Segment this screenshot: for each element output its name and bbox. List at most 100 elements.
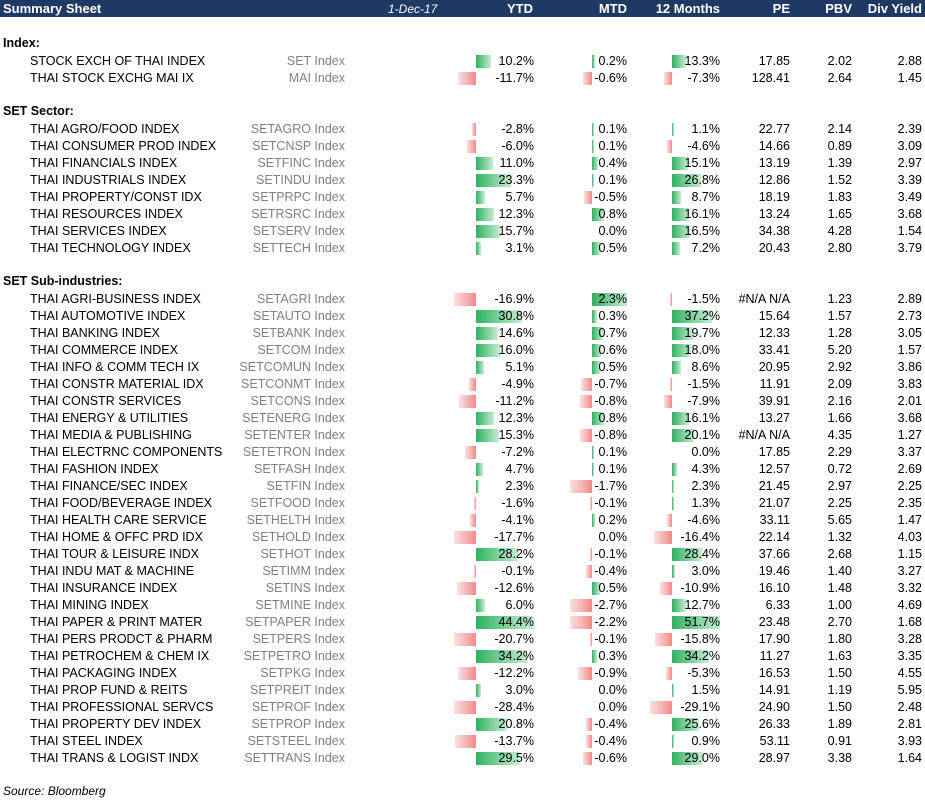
ticker: SETINS Index	[265, 581, 345, 595]
table-row: THAI TRANS & LOGIST INDX SETTRANS Index 29…	[0, 750, 925, 767]
div-yield-value: 1.45	[897, 71, 922, 85]
div-yield-value: 4.55	[897, 666, 922, 680]
pe-value: 11.27	[759, 649, 790, 663]
m12-value: 16.1%	[684, 207, 720, 221]
ytd-cell	[454, 631, 534, 648]
table-row: THAI FINANCIALS INDEX SETFINC Index 11.0% 0…	[0, 155, 925, 172]
mtd-data-bar	[592, 293, 627, 306]
mtd-value: -0.1%	[594, 496, 627, 510]
mtd-data-bar	[592, 327, 603, 340]
pe-value: 17.85	[758, 445, 790, 459]
m12-value: -10.9%	[680, 581, 720, 595]
mtd-cell	[570, 308, 627, 325]
m12-cell	[650, 189, 720, 206]
m12-data-bar	[672, 616, 720, 629]
ticker: SETHOLD Index	[251, 530, 345, 544]
div-yield-value: 3.39	[897, 173, 922, 187]
ytd-value: 44.4%	[498, 615, 534, 629]
mtd-cell	[570, 648, 627, 665]
m12-cell	[650, 580, 720, 597]
m12-cell	[650, 529, 720, 546]
ytd-data-bar	[476, 429, 499, 442]
mtd-cell	[570, 631, 627, 648]
pe-value: #N/A N/A	[738, 428, 790, 442]
table-row: THAI HOME & OFFC PRD IDX SETHOLD Index -17…	[0, 529, 925, 546]
section-title: SET Sector:	[3, 104, 74, 118]
m12-data-bar	[672, 429, 694, 442]
m12-value: 12.7%	[684, 598, 720, 612]
ytd-value: -12.6%	[494, 581, 534, 595]
div-yield-value: 3.79	[897, 241, 922, 255]
index-name: THAI TECHNOLOGY INDEX	[30, 241, 191, 255]
mtd-value: -1.7%	[594, 479, 627, 493]
mtd-value: -0.9%	[594, 666, 627, 680]
pbv-value: 2.25	[827, 496, 852, 510]
ticker: SETTRANS Index	[244, 751, 345, 765]
m12-data-bar	[654, 531, 672, 544]
ytd-data-bar	[467, 140, 476, 153]
table-row: THAI AGRI-BUSINESS INDEX SETAGRI Index -16…	[0, 291, 925, 308]
m12-data-bar	[663, 395, 672, 408]
ytd-cell	[454, 359, 534, 376]
m12-value: 16.1%	[684, 411, 720, 425]
m12-data-bar	[672, 123, 674, 136]
table-row: THAI PERS PRODCT & PHARM SETPERS Index -20…	[0, 631, 925, 648]
mtd-data-bar	[592, 446, 594, 459]
m12-cell	[650, 308, 720, 325]
mtd-cell	[570, 410, 627, 427]
mtd-cell	[570, 597, 627, 614]
m12-value: -15.8%	[680, 632, 720, 646]
ytd-cell	[454, 461, 534, 478]
ytd-value: 4.7%	[505, 462, 535, 476]
div-yield-value: 2.81	[897, 717, 922, 731]
m12-cell	[650, 342, 720, 359]
table-row: THAI TECHNOLOGY INDEX SETTECH Index 3.1% 0.…	[0, 240, 925, 257]
table-row: THAI PROP FUND & REITS SETPREIT Index 3.0%…	[0, 682, 925, 699]
ytd-data-bar	[476, 650, 528, 663]
ytd-cell	[454, 53, 534, 70]
ytd-data-bar	[476, 327, 498, 340]
mtd-cell	[570, 189, 627, 206]
m12-data-bar	[672, 752, 704, 765]
mtd-value: -0.7%	[594, 377, 627, 391]
mtd-value: 0.0%	[598, 700, 628, 714]
m12-cell	[650, 614, 720, 631]
table-row: THAI INDU MAT & MACHINE SETIMM Index -0.1%…	[0, 563, 925, 580]
index-name: THAI AGRO/FOOD INDEX	[30, 122, 180, 136]
mtd-value: 0.4%	[598, 156, 628, 170]
m12-value: 0.0%	[691, 445, 721, 459]
ytd-cell	[454, 529, 534, 546]
m12-cell	[650, 410, 720, 427]
pbv-value: 2.64	[827, 71, 852, 85]
m12-value: 4.3%	[691, 462, 721, 476]
mtd-cell	[570, 138, 627, 155]
mtd-value: 0.6%	[598, 343, 628, 357]
pe-value: 20.43	[758, 241, 790, 255]
pbv-value: 1.40	[827, 564, 852, 578]
pbv-value: 1.65	[827, 207, 852, 221]
m12-data-bar	[672, 225, 690, 238]
ytd-value: 29.5%	[498, 751, 534, 765]
ytd-value: 15.7%	[498, 224, 534, 238]
m12-cell	[650, 427, 720, 444]
m12-value: 26.8%	[684, 173, 720, 187]
table-row: THAI PROPERTY/CONST IDX SETPRPC Index 5.7%…	[0, 189, 925, 206]
pe-value: 17.85	[758, 54, 790, 68]
table-row: THAI PETROCHEM & CHEM IX SETPETRO Index 34…	[0, 648, 925, 665]
ticker: SETCNSP Index	[252, 139, 345, 153]
m12-data-bar	[672, 310, 712, 323]
mtd-value: -0.4%	[594, 734, 627, 748]
div-yield-value: 3.35	[897, 649, 922, 663]
mtd-cell	[570, 478, 627, 495]
ytd-value: 14.6%	[498, 326, 534, 340]
pe-value: 20.95	[758, 360, 790, 374]
pe-value: 18.19	[758, 190, 790, 204]
mtd-data-bar	[592, 140, 594, 153]
ticker: SETBANK Index	[252, 326, 345, 340]
ticker: SETSTEEL Index	[247, 734, 346, 748]
mtd-data-bar	[582, 752, 592, 765]
mtd-cell	[570, 121, 627, 138]
m12-data-bar	[664, 72, 672, 85]
ytd-cell	[454, 121, 534, 138]
ytd-cell	[454, 699, 534, 716]
